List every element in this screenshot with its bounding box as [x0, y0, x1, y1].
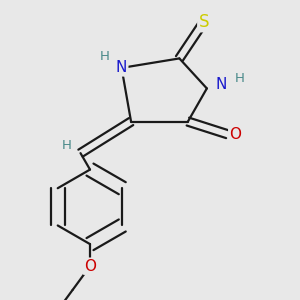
Text: N: N	[215, 77, 227, 92]
Text: O: O	[229, 127, 241, 142]
Text: N: N	[116, 60, 127, 75]
Text: S: S	[198, 13, 209, 31]
Text: O: O	[84, 259, 96, 274]
Text: H: H	[99, 50, 109, 63]
Text: H: H	[235, 72, 245, 86]
Text: H: H	[61, 139, 71, 152]
